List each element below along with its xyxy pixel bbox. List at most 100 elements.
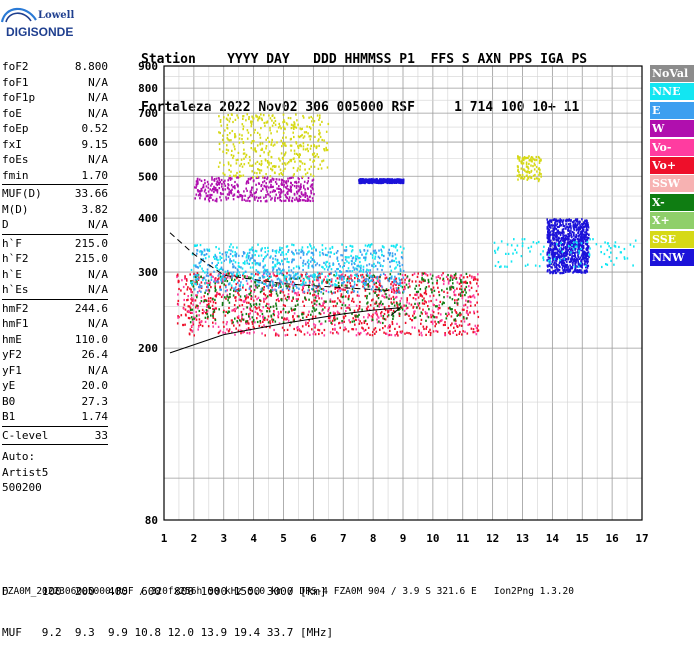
echo-point xyxy=(312,281,314,283)
echo-point xyxy=(299,165,301,167)
echo-point xyxy=(251,189,253,191)
echo-point xyxy=(380,290,382,292)
echo-point xyxy=(324,268,326,270)
echo-point xyxy=(467,332,469,334)
echo-point xyxy=(234,304,236,306)
echo-point xyxy=(312,316,314,318)
echo-point xyxy=(222,331,224,333)
echo-point xyxy=(279,247,281,249)
echo-point xyxy=(205,317,207,319)
echo-point xyxy=(397,180,399,182)
echo-point xyxy=(410,318,412,320)
echo-point xyxy=(566,220,568,222)
echo-point xyxy=(199,262,201,264)
echo-point xyxy=(425,334,427,336)
echo-point xyxy=(238,255,240,257)
echo-point xyxy=(274,117,276,119)
echo-point xyxy=(261,169,263,171)
echo-point xyxy=(582,229,584,231)
echo-point xyxy=(414,327,416,329)
echo-point xyxy=(265,147,267,149)
echo-point xyxy=(321,121,323,123)
echo-point xyxy=(308,286,310,288)
echo-point xyxy=(227,138,229,140)
echo-point xyxy=(455,323,457,325)
echo-point xyxy=(201,251,203,253)
echo-point xyxy=(305,282,307,284)
echo-point xyxy=(536,242,538,244)
echo-point xyxy=(310,257,312,259)
echo-point xyxy=(351,300,353,302)
echo-point xyxy=(178,288,180,290)
echo-point xyxy=(307,322,309,324)
echo-point xyxy=(373,307,375,309)
echo-point xyxy=(572,264,574,266)
echo-point xyxy=(248,263,250,265)
echo-point xyxy=(281,173,283,175)
echo-point xyxy=(576,220,578,222)
echo-point xyxy=(366,308,368,310)
echo-point xyxy=(300,257,302,259)
echo-point xyxy=(194,288,196,290)
echo-point xyxy=(238,152,240,154)
echo-point xyxy=(425,311,427,313)
echo-point xyxy=(339,270,341,272)
echo-point xyxy=(428,300,430,302)
echo-point xyxy=(307,289,309,291)
echo-point xyxy=(240,175,242,177)
echo-point xyxy=(341,293,343,295)
echo-point xyxy=(213,281,215,283)
echo-point xyxy=(291,244,293,246)
echo-point xyxy=(501,240,503,242)
echo-point xyxy=(223,172,225,174)
echo-point xyxy=(257,312,259,314)
echo-point xyxy=(419,315,421,317)
echo-point xyxy=(217,189,219,191)
echo-point xyxy=(200,291,202,293)
echo-point xyxy=(373,250,375,252)
echo-point xyxy=(369,334,371,336)
echo-point xyxy=(366,269,368,271)
echo-point xyxy=(383,178,385,180)
echo-point xyxy=(565,248,567,250)
echo-point xyxy=(284,162,286,164)
echo-point xyxy=(369,285,371,287)
echo-point xyxy=(318,290,320,292)
echo-point xyxy=(206,306,208,308)
echo-point xyxy=(351,245,353,247)
echo-point xyxy=(388,298,390,300)
echo-point xyxy=(202,309,204,311)
echo-point xyxy=(234,185,236,187)
echo-point xyxy=(183,286,185,288)
echo-point xyxy=(352,317,354,319)
echo-point xyxy=(401,332,403,334)
echo-point xyxy=(562,272,564,274)
echo-point xyxy=(244,263,246,265)
echo-point xyxy=(204,249,206,251)
echo-point xyxy=(452,279,454,281)
echo-point xyxy=(434,290,436,292)
echo-point xyxy=(219,196,221,198)
echo-point xyxy=(254,148,256,150)
echo-point xyxy=(229,191,231,193)
echo-point xyxy=(296,300,298,302)
echo-point xyxy=(251,142,253,144)
echo-point xyxy=(231,276,233,278)
echo-point xyxy=(184,277,186,279)
echo-point xyxy=(198,314,200,316)
echo-point xyxy=(199,179,201,181)
echo-point xyxy=(236,114,238,116)
echo-point xyxy=(279,273,281,275)
echo-point xyxy=(349,304,351,306)
echo-point xyxy=(417,273,419,275)
echo-point xyxy=(353,320,355,322)
echo-point xyxy=(562,243,564,245)
echo-point xyxy=(466,273,468,275)
echo-point xyxy=(251,125,253,127)
echo-point xyxy=(185,309,187,311)
echo-point xyxy=(319,164,321,166)
echo-point xyxy=(303,260,305,262)
echo-point xyxy=(269,129,271,131)
echo-point xyxy=(336,331,338,333)
echo-point xyxy=(243,158,245,160)
